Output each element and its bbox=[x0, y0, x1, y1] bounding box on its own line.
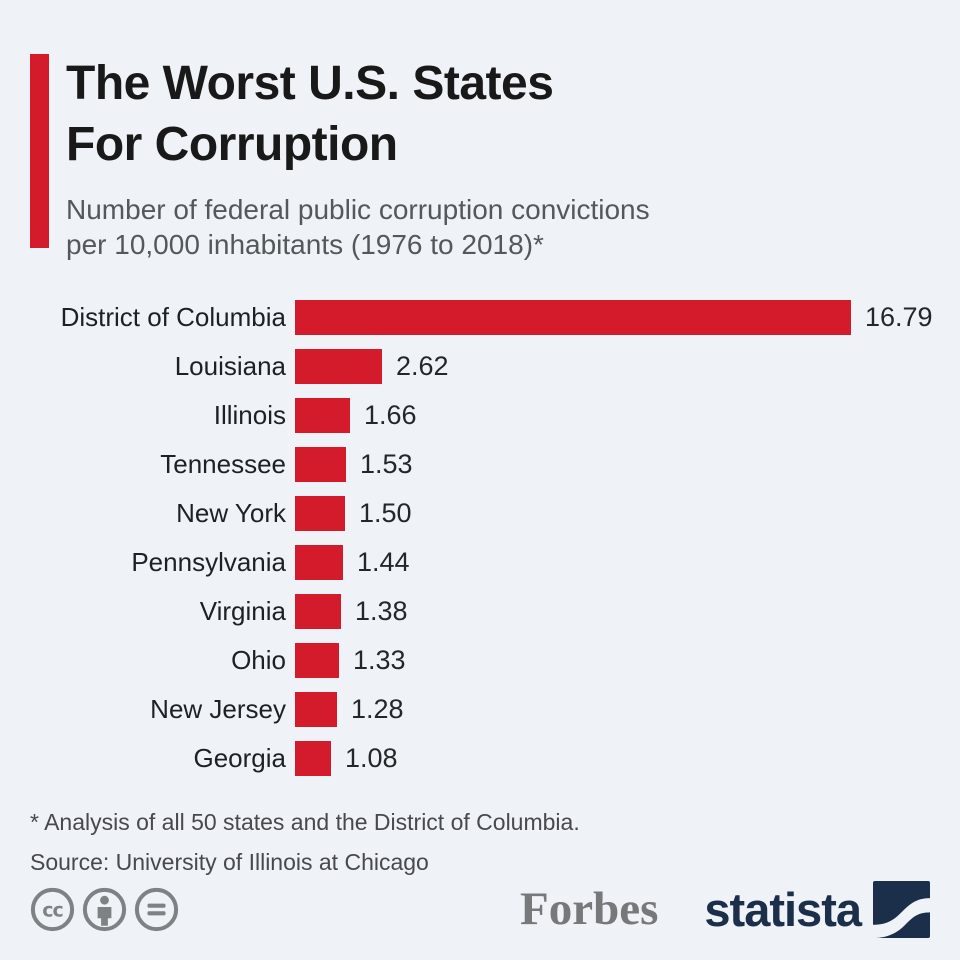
bar bbox=[295, 692, 337, 728]
title-accent-bar bbox=[30, 54, 49, 248]
bar bbox=[295, 545, 343, 581]
attribution-icon[interactable] bbox=[82, 887, 127, 932]
chart-row: District of Columbia 16.79 bbox=[30, 300, 960, 336]
chart-row: New York 1.50 bbox=[30, 496, 960, 532]
chart-subtitle-line1: Number of federal public corruption conv… bbox=[66, 193, 650, 225]
value-label: 1.53 bbox=[360, 449, 413, 480]
value-label: 16.79 bbox=[865, 302, 933, 333]
state-label: New Jersey bbox=[150, 694, 286, 725]
chart-row: New Jersey 1.28 bbox=[30, 692, 960, 728]
chart-row: Illinois 1.66 bbox=[30, 398, 960, 434]
chart-row: Ohio 1.33 bbox=[30, 643, 960, 679]
state-label: District of Columbia bbox=[60, 302, 286, 333]
bar bbox=[295, 300, 851, 336]
chart-row: Louisiana 2.62 bbox=[30, 349, 960, 385]
value-label: 1.33 bbox=[353, 645, 406, 676]
state-label: Pennsylvania bbox=[131, 547, 286, 578]
value-label: 1.08 bbox=[345, 743, 398, 774]
header: The Worst U.S. States For Corruption Numb… bbox=[0, 0, 960, 262]
chart-subtitle: Number of federal public corruption conv… bbox=[66, 193, 650, 262]
footer: * Analysis of all 50 states and the Dist… bbox=[0, 809, 960, 938]
cc-license-badges[interactable]: cc bbox=[30, 887, 179, 932]
state-label: Louisiana bbox=[174, 351, 286, 382]
bottom-row: cc Forbes statista bbox=[30, 881, 930, 938]
state-label: Illinois bbox=[213, 400, 286, 431]
page-title: The Worst U.S. States For Corruption bbox=[66, 54, 650, 176]
statista-logo[interactable]: statista bbox=[704, 881, 930, 938]
chart-row: Georgia 1.08 bbox=[30, 741, 960, 777]
chart-subtitle-line2: per 10,000 inhabitants (1976 to 2018)* bbox=[66, 228, 544, 260]
forbes-logo[interactable]: Forbes bbox=[520, 883, 659, 935]
bar-chart: District of Columbia 16.79 Louisiana 2.62 Il… bbox=[30, 300, 960, 777]
value-label: 1.28 bbox=[351, 694, 404, 725]
bar bbox=[295, 594, 341, 630]
equals-icon[interactable] bbox=[134, 887, 179, 932]
page-title-line1: The Worst U.S. States bbox=[66, 57, 554, 110]
chart-row: Virginia 1.38 bbox=[30, 594, 960, 630]
source-line: Source: University of Illinois at Chicag… bbox=[30, 849, 429, 876]
state-label: Ohio bbox=[231, 645, 286, 676]
page-title-line2: For Corruption bbox=[66, 117, 398, 171]
chart-row: Tennessee 1.53 bbox=[30, 447, 960, 483]
statista-wordmark: statista bbox=[704, 883, 862, 936]
bar bbox=[295, 447, 346, 483]
state-label: Georgia bbox=[193, 743, 287, 774]
value-label: 1.44 bbox=[357, 547, 410, 578]
footnote: * Analysis of all 50 states and the Dist… bbox=[30, 809, 580, 836]
statista-mark-icon bbox=[873, 881, 930, 938]
value-label: 1.50 bbox=[359, 498, 412, 529]
bar bbox=[295, 643, 339, 679]
state-label: Tennessee bbox=[160, 449, 286, 480]
bar bbox=[295, 349, 382, 385]
bar bbox=[295, 398, 350, 434]
chart-row: Pennsylvania 1.44 bbox=[30, 545, 960, 581]
value-label: 2.62 bbox=[396, 351, 449, 382]
brand-logos: Forbes statista bbox=[520, 881, 930, 938]
bar bbox=[295, 496, 345, 532]
state-label: New York bbox=[176, 498, 286, 529]
bar bbox=[295, 741, 331, 777]
svg-text:cc: cc bbox=[42, 900, 63, 922]
state-label: Virginia bbox=[199, 596, 286, 627]
value-label: 1.38 bbox=[355, 596, 408, 627]
cc-icon[interactable]: cc bbox=[30, 887, 75, 932]
value-label: 1.66 bbox=[364, 400, 417, 431]
